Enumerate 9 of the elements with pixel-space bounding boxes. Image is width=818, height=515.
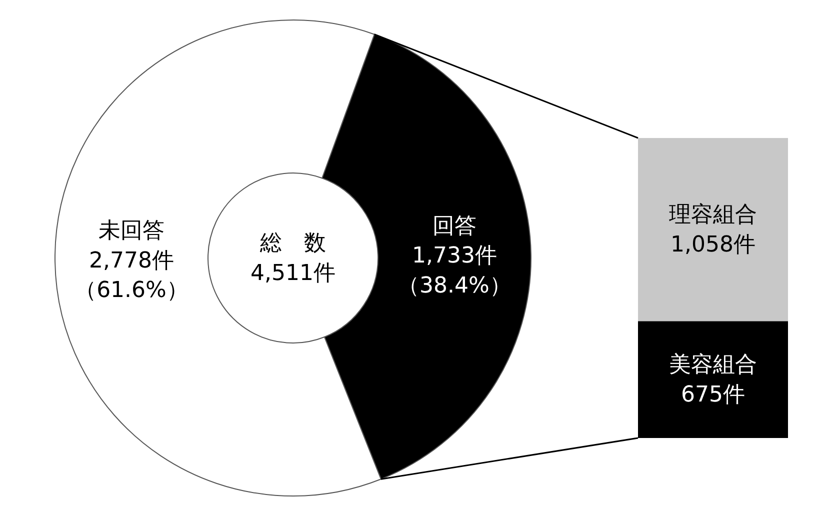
slice-label: 回答 bbox=[432, 213, 476, 238]
data-label: 1,733件（38.4%） bbox=[398, 243, 512, 298]
series-label: 理容組合 bbox=[669, 202, 757, 228]
series-label: 美容組合 bbox=[669, 352, 757, 378]
data-label: 1,058件 bbox=[670, 232, 756, 257]
data-label: 2,778件（61.6%） bbox=[74, 248, 188, 303]
data-label: 675件 bbox=[681, 382, 745, 407]
text: 総 数 4,511件 bbox=[250, 230, 336, 286]
slice-label: 未回答 bbox=[98, 218, 165, 244]
